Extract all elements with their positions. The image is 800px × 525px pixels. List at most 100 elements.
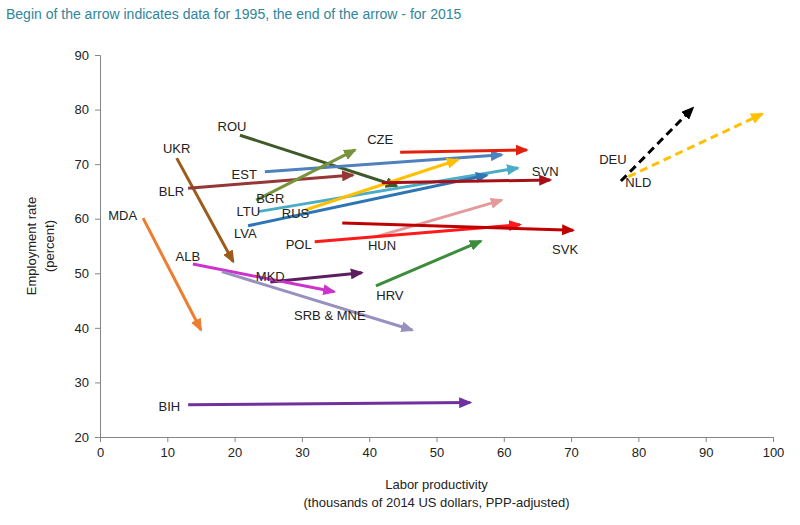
tick-label: 20 bbox=[228, 445, 242, 460]
series-label: CZE bbox=[367, 132, 393, 147]
tick-label: 70 bbox=[75, 157, 89, 172]
tick: 70 bbox=[75, 157, 100, 172]
series-label: ROU bbox=[218, 119, 247, 134]
tick-mark bbox=[95, 328, 100, 329]
plot-area bbox=[143, 108, 762, 405]
tick: 100 bbox=[763, 437, 785, 460]
labels: MDA UKR BLR ROU EST BGRLTU LVA RUS CZE SVN HUN POL S… bbox=[108, 119, 651, 414]
tick-mark bbox=[504, 437, 505, 442]
series-label: EST bbox=[232, 167, 257, 182]
tick-label: 90 bbox=[75, 48, 89, 63]
y-axis: 20 30 40 50 60 70 80 90 bbox=[75, 48, 101, 445]
arrow bbox=[143, 218, 201, 330]
tick-label: 50 bbox=[430, 445, 444, 460]
tick-mark bbox=[369, 437, 370, 442]
tick-mark bbox=[95, 219, 100, 220]
tick: 50 bbox=[430, 437, 444, 460]
chart: Begin of the arrow indicates data for 19… bbox=[0, 0, 800, 525]
tick-mark bbox=[95, 437, 100, 438]
tick: 30 bbox=[295, 437, 309, 460]
tick-label: 10 bbox=[161, 445, 175, 460]
tick-mark bbox=[706, 437, 707, 442]
tick-mark bbox=[235, 437, 236, 442]
tick-label: 100 bbox=[763, 445, 785, 460]
tick-mark bbox=[95, 382, 100, 383]
series-label: UKR bbox=[163, 141, 190, 156]
tick-label: 80 bbox=[75, 102, 89, 117]
tick-label: 80 bbox=[632, 445, 646, 460]
series-label: HUN bbox=[368, 238, 396, 253]
tick-mark bbox=[95, 110, 100, 111]
axis-line bbox=[101, 438, 774, 443]
series-label: SVN bbox=[532, 164, 559, 179]
tick-label: 40 bbox=[362, 445, 376, 460]
arrow bbox=[342, 223, 573, 230]
tick-label: 60 bbox=[497, 445, 511, 460]
tick-mark bbox=[95, 164, 100, 165]
x-axis: 0 10 20 30 40 50 60 70 80 90 100 bbox=[97, 437, 784, 460]
tick-mark bbox=[95, 55, 100, 56]
title: Begin of the arrow indicates data for 19… bbox=[6, 6, 461, 22]
series-label: NLD bbox=[625, 175, 651, 190]
tick-label: 50 bbox=[75, 266, 89, 281]
tick-label: 70 bbox=[564, 445, 578, 460]
arrow bbox=[177, 158, 234, 262]
tick-label: 0 bbox=[97, 445, 104, 460]
series-label: POL bbox=[286, 237, 312, 252]
tick-mark bbox=[638, 437, 639, 442]
series-label: RUS bbox=[282, 206, 310, 221]
tick-label: 20 bbox=[75, 430, 89, 445]
tick-mark bbox=[95, 273, 100, 274]
arrow bbox=[193, 264, 334, 292]
tick-mark bbox=[302, 437, 303, 442]
tick-label: 90 bbox=[699, 445, 713, 460]
tick: 30 bbox=[75, 375, 100, 390]
tick: 40 bbox=[75, 321, 100, 336]
tick: 60 bbox=[497, 437, 511, 460]
tick: 90 bbox=[75, 48, 100, 63]
x-axis-title: (thousands of 2014 US dollars, PPP-adjus… bbox=[304, 495, 570, 510]
arrow bbox=[305, 160, 458, 210]
tick-label: 30 bbox=[295, 445, 309, 460]
arrow bbox=[188, 175, 353, 188]
tick-mark bbox=[437, 437, 438, 442]
tick-mark bbox=[167, 437, 168, 442]
arrow bbox=[222, 272, 412, 330]
series-label: ALB bbox=[176, 249, 201, 264]
tick-label: 40 bbox=[75, 321, 89, 336]
y-axis-title: (percent) bbox=[42, 220, 57, 272]
tick: 20 bbox=[75, 430, 100, 445]
arrow bbox=[621, 108, 693, 181]
series-label: DEU bbox=[599, 152, 626, 167]
tick: 0 bbox=[97, 437, 104, 460]
series-label: LVA bbox=[234, 226, 257, 241]
series-label: SVK bbox=[552, 242, 578, 257]
arrow bbox=[382, 180, 550, 183]
series-label: LTU bbox=[237, 204, 261, 219]
arrow bbox=[400, 150, 527, 152]
tick: 50 bbox=[75, 266, 100, 281]
tick: 10 bbox=[161, 437, 175, 460]
tick: 40 bbox=[362, 437, 376, 460]
series-label: MKD bbox=[256, 269, 285, 284]
series-label: MDA bbox=[108, 208, 137, 223]
tick-label: 30 bbox=[75, 375, 89, 390]
tick-mark bbox=[773, 437, 774, 442]
tick-mark bbox=[571, 437, 572, 442]
x-axis-title: Labor productivity bbox=[385, 477, 488, 492]
axis-line bbox=[95, 56, 101, 438]
tick: 80 bbox=[632, 437, 646, 460]
tick: 60 bbox=[75, 211, 100, 226]
tick: 80 bbox=[75, 102, 100, 117]
arrow bbox=[265, 155, 502, 172]
series-label: SRB & MNE bbox=[294, 308, 366, 323]
series-label: BLR bbox=[159, 184, 184, 199]
arrow bbox=[628, 114, 762, 177]
series-label: HRV bbox=[376, 288, 404, 303]
tick: 90 bbox=[699, 437, 713, 460]
arrow bbox=[188, 403, 470, 405]
series-label: BGR bbox=[256, 191, 284, 206]
y-axis-title: Employment rate bbox=[24, 197, 39, 295]
tick-label: 60 bbox=[75, 211, 89, 226]
series-label: BIH bbox=[158, 399, 180, 414]
